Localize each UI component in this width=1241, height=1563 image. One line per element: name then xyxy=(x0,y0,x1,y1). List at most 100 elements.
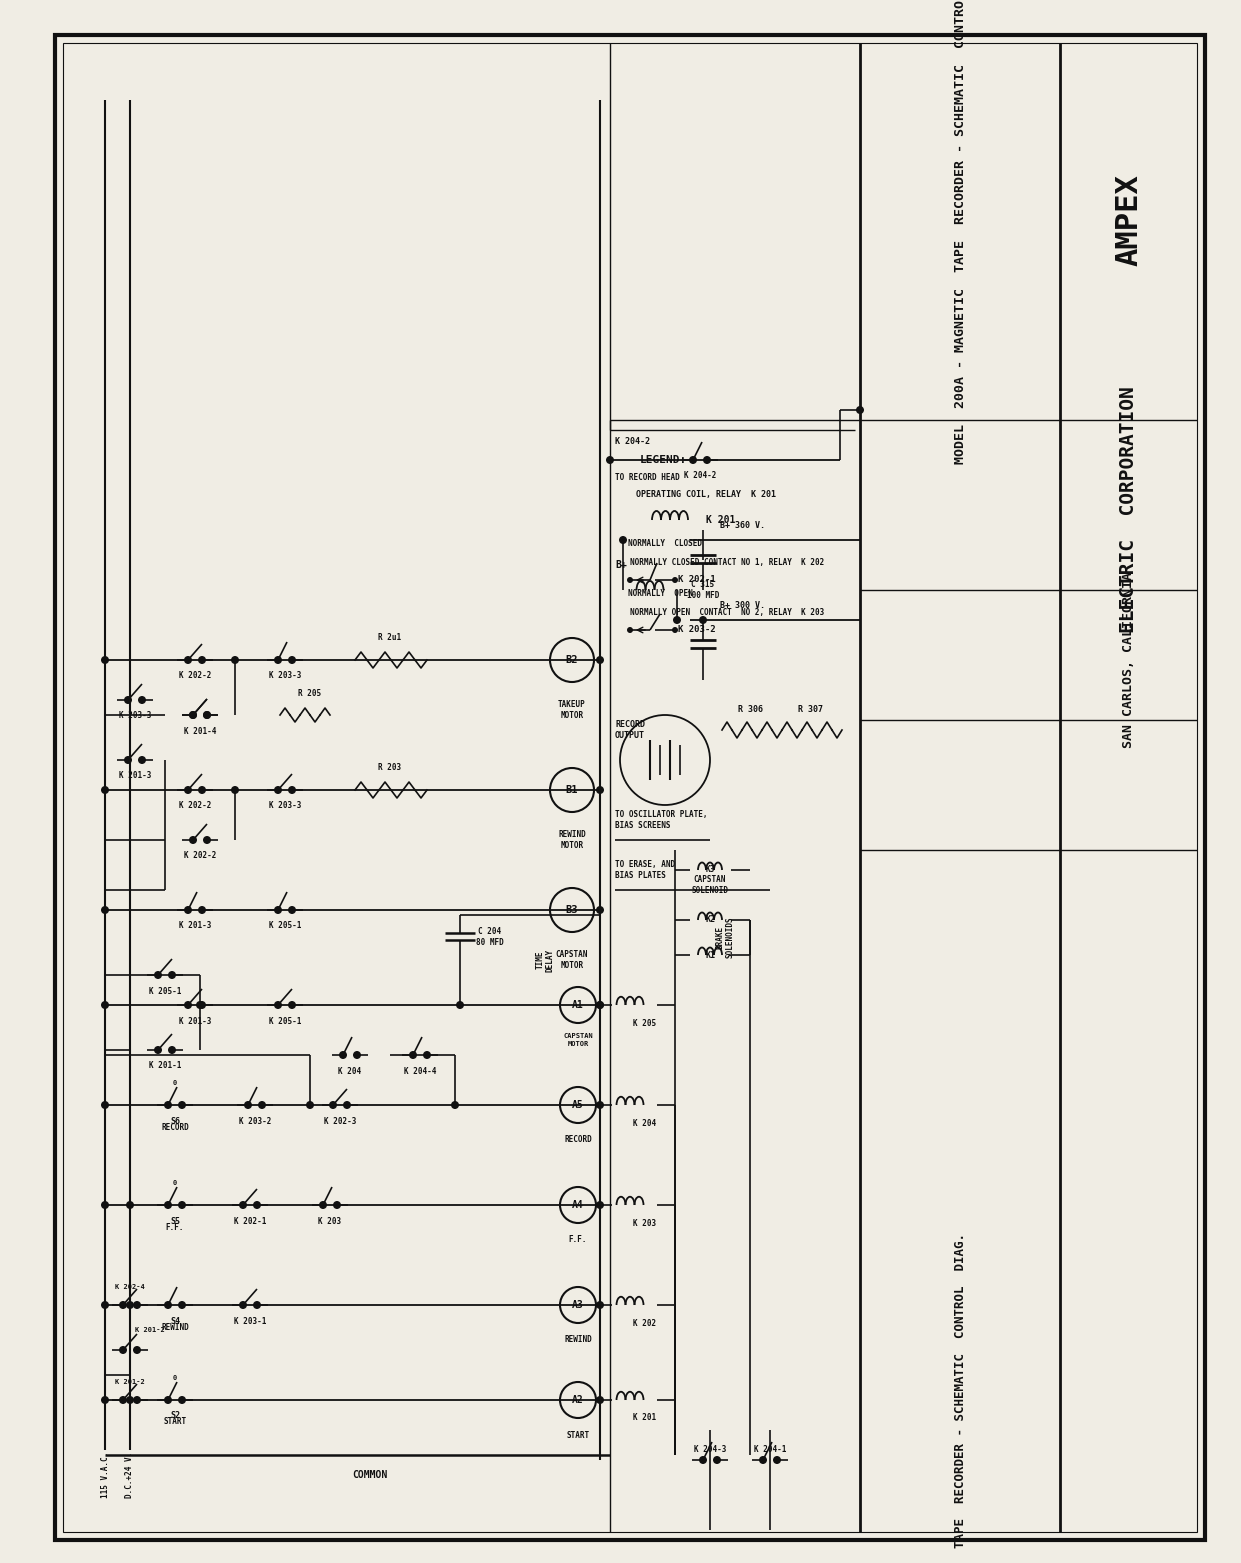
Text: COMMON: COMMON xyxy=(352,1469,387,1480)
Circle shape xyxy=(231,786,240,794)
Circle shape xyxy=(231,656,240,664)
Circle shape xyxy=(274,656,282,664)
Text: NORMALLY OPEN  CONTACT  NO 2, RELAY  K 203: NORMALLY OPEN CONTACT NO 2, RELAY K 203 xyxy=(630,608,824,616)
Text: K 201-3: K 201-3 xyxy=(179,922,211,930)
Circle shape xyxy=(307,1100,314,1110)
Text: K 204: K 204 xyxy=(633,1119,656,1127)
Text: A5: A5 xyxy=(572,1100,583,1110)
Circle shape xyxy=(101,1000,109,1010)
Circle shape xyxy=(138,756,146,764)
Text: MODEL  200A - MAGNETIC  TAPE  RECORDER - SCHEMATIC  CONTROL  DIAG.: MODEL 200A - MAGNETIC TAPE RECORDER - SC… xyxy=(953,1233,967,1563)
Text: SAN CARLOS, CALIFORNIA: SAN CARLOS, CALIFORNIA xyxy=(1122,572,1136,749)
Circle shape xyxy=(244,1100,252,1110)
Text: K 203-2: K 203-2 xyxy=(678,625,716,635)
Text: 0: 0 xyxy=(172,1375,177,1382)
Circle shape xyxy=(714,1457,721,1465)
Text: B1: B1 xyxy=(566,785,578,796)
Circle shape xyxy=(189,836,197,844)
Circle shape xyxy=(627,627,633,633)
Text: 0: 0 xyxy=(172,1180,177,1186)
Text: K 205: K 205 xyxy=(633,1019,656,1027)
Circle shape xyxy=(177,1100,186,1110)
Text: TIME
DELAY: TIME DELAY xyxy=(535,949,555,972)
Circle shape xyxy=(133,1396,141,1404)
Text: R 2u1: R 2u1 xyxy=(379,633,402,642)
Circle shape xyxy=(450,1100,459,1110)
Text: K 202-2: K 202-2 xyxy=(184,852,216,861)
Text: K 203-3: K 203-3 xyxy=(269,672,302,680)
Circle shape xyxy=(101,907,109,914)
Text: 115 V.A.C.: 115 V.A.C. xyxy=(101,1452,109,1497)
Text: LEGEND:: LEGEND: xyxy=(640,455,688,466)
Circle shape xyxy=(168,1046,176,1053)
Circle shape xyxy=(133,1346,141,1354)
Text: NORMALLY  OPEN: NORMALLY OPEN xyxy=(628,589,692,599)
Circle shape xyxy=(596,1000,604,1010)
Text: K 201-2: K 201-2 xyxy=(115,1379,145,1385)
Text: TAKEUP
MOTOR: TAKEUP MOTOR xyxy=(558,700,586,719)
Circle shape xyxy=(119,1346,127,1354)
Circle shape xyxy=(455,1000,464,1010)
Text: B+ 360 V.: B+ 360 V. xyxy=(720,520,764,530)
Text: K 204-3: K 204-3 xyxy=(694,1446,726,1455)
Circle shape xyxy=(154,1046,163,1053)
Text: K 203-2: K 203-2 xyxy=(238,1116,272,1125)
Circle shape xyxy=(596,1000,604,1010)
Circle shape xyxy=(671,577,678,583)
Text: AMPEX: AMPEX xyxy=(1114,173,1143,266)
Text: S5: S5 xyxy=(170,1216,180,1225)
Text: R 306: R 306 xyxy=(737,705,762,714)
Circle shape xyxy=(204,836,211,844)
Circle shape xyxy=(606,456,614,464)
Text: K 204-1: K 204-1 xyxy=(753,1446,787,1455)
Circle shape xyxy=(288,1000,297,1010)
Text: K 204-4: K 204-4 xyxy=(403,1066,436,1075)
Text: ELECTRIC  CORPORATION: ELECTRIC CORPORATION xyxy=(1119,386,1138,633)
Circle shape xyxy=(339,1050,347,1060)
Text: B2: B2 xyxy=(566,655,578,664)
Text: BRAKE
SOLENOIDS: BRAKE SOLENOIDS xyxy=(715,916,735,958)
Circle shape xyxy=(168,971,176,978)
Text: A1: A1 xyxy=(572,1000,583,1010)
Text: K 201-1: K 201-1 xyxy=(149,1061,181,1071)
Circle shape xyxy=(199,1000,206,1010)
Circle shape xyxy=(288,656,297,664)
Text: RECORD: RECORD xyxy=(565,1135,592,1144)
Circle shape xyxy=(177,1396,186,1404)
Circle shape xyxy=(164,1396,172,1404)
Circle shape xyxy=(101,1200,109,1210)
Text: K 202-2: K 202-2 xyxy=(179,672,211,680)
Text: K 201-2: K 201-2 xyxy=(135,1327,165,1333)
Circle shape xyxy=(673,616,681,624)
Text: R 307: R 307 xyxy=(798,705,823,714)
Text: S6: S6 xyxy=(170,1116,180,1125)
Text: K 202-3: K 202-3 xyxy=(324,1116,356,1125)
Text: K 203-3: K 203-3 xyxy=(119,711,151,721)
Text: OPERATING COIL, RELAY  K 201: OPERATING COIL, RELAY K 201 xyxy=(635,491,776,500)
Text: B+: B+ xyxy=(616,560,627,570)
Circle shape xyxy=(127,1396,134,1404)
Circle shape xyxy=(596,1396,604,1404)
Circle shape xyxy=(189,711,197,719)
Circle shape xyxy=(699,616,707,624)
Text: CAPSTAN
MOTOR: CAPSTAN MOTOR xyxy=(556,950,588,969)
Circle shape xyxy=(199,656,206,664)
Text: K 202: K 202 xyxy=(633,1319,656,1327)
Circle shape xyxy=(619,536,627,544)
Text: K 202-4: K 202-4 xyxy=(115,1283,145,1289)
Circle shape xyxy=(759,1457,767,1465)
Circle shape xyxy=(596,656,604,664)
Circle shape xyxy=(127,1200,134,1210)
Circle shape xyxy=(333,1200,341,1210)
Circle shape xyxy=(319,1200,326,1210)
Circle shape xyxy=(124,696,132,703)
Text: K 203: K 203 xyxy=(633,1219,656,1227)
Text: START: START xyxy=(164,1418,186,1427)
Circle shape xyxy=(164,1300,172,1308)
Circle shape xyxy=(133,1300,141,1308)
Circle shape xyxy=(101,786,109,794)
Text: A3: A3 xyxy=(572,1300,583,1310)
Circle shape xyxy=(204,711,211,719)
Circle shape xyxy=(184,907,192,914)
Text: TO ERASE, AND
BIAS PLATES: TO ERASE, AND BIAS PLATES xyxy=(616,860,675,880)
